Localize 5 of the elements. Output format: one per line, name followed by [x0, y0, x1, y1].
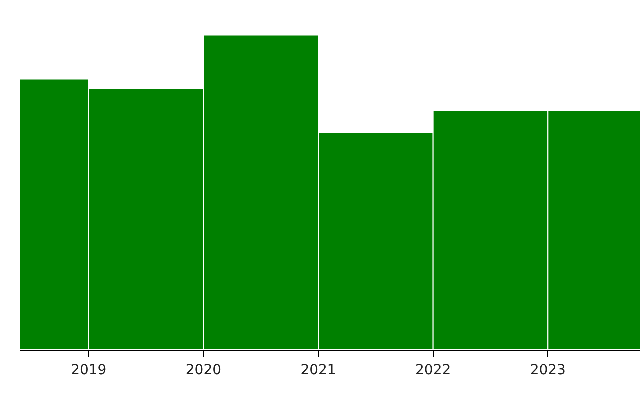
x-tick-label: 2023: [530, 362, 566, 378]
x-tick-label: 2019: [71, 362, 107, 378]
x-tick-label: 2022: [416, 362, 452, 378]
x-tick-label: 2021: [300, 362, 336, 378]
x-tick-label: 2020: [186, 362, 222, 378]
